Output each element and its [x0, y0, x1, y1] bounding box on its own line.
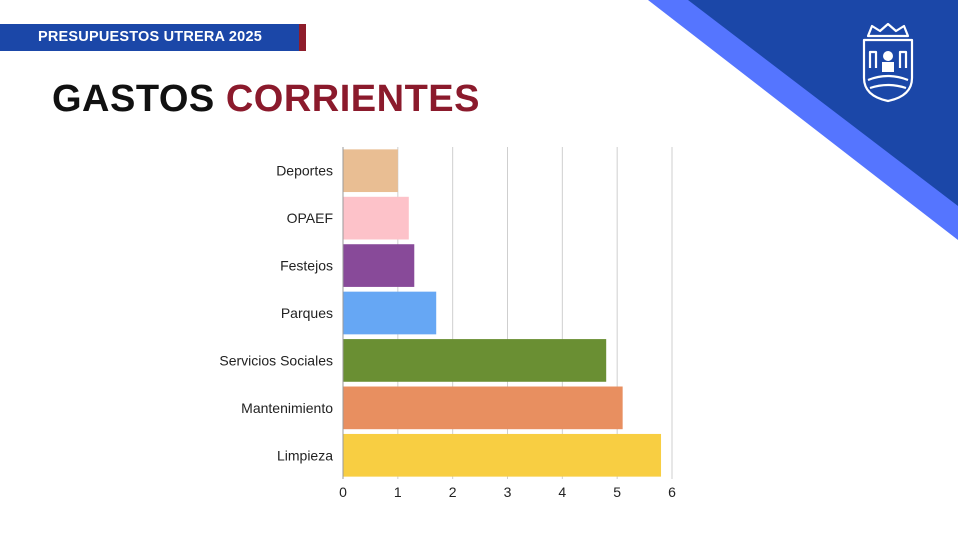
- x-tick-label-3: 3: [504, 484, 512, 500]
- title-word-gastos: GASTOS: [52, 78, 215, 120]
- bar-1: [343, 196, 409, 240]
- x-tick-label-5: 5: [613, 484, 621, 500]
- city-crest-icon: [862, 22, 914, 103]
- header-label: PRESUPUESTOS UTRERA 2025: [38, 29, 262, 45]
- corner-decoration: [648, 0, 958, 240]
- x-tick-label-2: 2: [449, 484, 457, 500]
- category-label-1: OPAEF: [287, 210, 333, 226]
- bar-0: [343, 149, 398, 193]
- header-accent-bar: [299, 24, 306, 51]
- bar-3: [343, 291, 437, 335]
- category-label-2: Festejos: [280, 258, 333, 274]
- bar-6: [343, 433, 662, 477]
- page-title: GASTOS CORRIENTES: [52, 78, 480, 121]
- bar-5: [343, 386, 623, 430]
- category-label-3: Parques: [281, 305, 333, 321]
- bar-4: [343, 339, 607, 382]
- title-word-corrientes: CORRIENTES: [225, 78, 480, 120]
- header-banner: [0, 24, 306, 51]
- category-label-4: Servicios Sociales: [219, 352, 333, 368]
- corner-dark-band: [688, 0, 958, 206]
- x-tick-label-6: 6: [668, 484, 676, 500]
- x-tick-label-0: 0: [339, 484, 347, 500]
- x-tick-label-4: 4: [558, 484, 566, 500]
- x-tick-label-1: 1: [394, 484, 402, 500]
- category-label-5: Mantenimiento: [241, 400, 333, 416]
- bar-2: [343, 244, 415, 287]
- category-label-0: Deportes: [276, 163, 333, 179]
- category-label-6: Limpieza: [277, 447, 333, 463]
